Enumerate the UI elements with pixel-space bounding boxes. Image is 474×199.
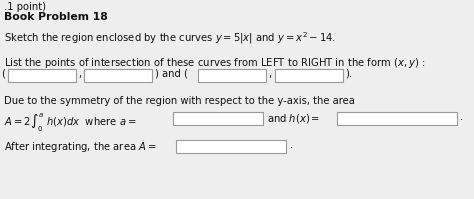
Text: $A = 2\int_0^a\ h(x)dx$  where $a =$: $A = 2\int_0^a\ h(x)dx$ where $a =$ [4,112,137,134]
Text: Due to the symmetry of the region with respect to the y-axis, the area: Due to the symmetry of the region with r… [4,96,355,106]
Text: .: . [290,140,293,150]
Text: .: . [460,112,463,122]
Text: After integrating, the area $A =$: After integrating, the area $A =$ [4,140,156,154]
Text: and $h(x) =$: and $h(x) =$ [267,112,320,125]
Bar [176,140,286,153]
Bar [198,69,266,82]
Text: .1 point): .1 point) [4,2,46,12]
Text: Book Problem 18: Book Problem 18 [4,12,108,22]
Text: ) and (: ) and ( [155,69,188,79]
Text: List the points of intersection of these curves from LEFT to RIGHT in the form $: List the points of intersection of these… [4,56,426,70]
Text: ,: , [268,69,271,79]
Bar [337,112,457,125]
Bar [84,69,152,82]
Bar [8,69,76,82]
Text: ,: , [78,69,81,79]
Bar [173,112,263,125]
Bar [275,69,343,82]
Text: Sketch the region enclosed by the curves $y = 5|x|$ and $y = x^2 - 14$.: Sketch the region enclosed by the curves… [4,30,336,46]
Text: ).: ). [345,69,352,79]
Text: (: ( [1,69,5,79]
